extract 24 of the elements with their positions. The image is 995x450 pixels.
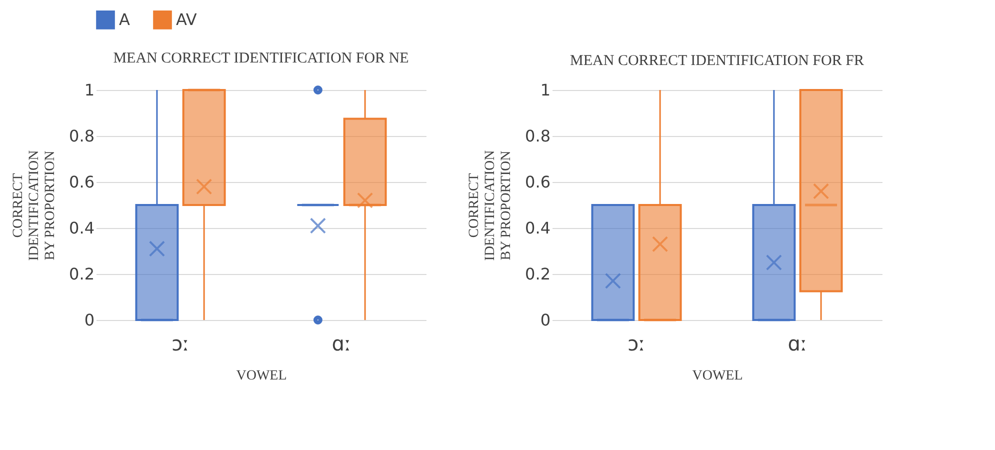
legend-label: A — [119, 10, 130, 29]
chart-title: MEAN CORRECT IDENTIFICATION FOR NE — [113, 50, 409, 66]
y-axis-title: CORRECT IDENTIFICATION BY PROPORTION — [467, 150, 514, 261]
legend-label: AV — [176, 10, 197, 29]
y-tick-label: 0.2 — [69, 264, 94, 284]
y-tick-label: 0 — [84, 310, 94, 330]
x-tick-label: ɑː — [332, 332, 352, 356]
y-tick-label: 0.8 — [69, 126, 94, 146]
y-tick-label: 1 — [540, 80, 550, 100]
y-tick-label: 1 — [84, 80, 94, 100]
x-tick-label: ɔː — [628, 332, 646, 356]
x-tick-label: ɑː — [788, 332, 808, 356]
y-tick-label: 0.8 — [525, 126, 550, 146]
y-tick-label: 0.6 — [525, 172, 550, 192]
x-tick-label: ɔː — [172, 332, 190, 356]
y-tick-label: 0.4 — [525, 218, 550, 238]
x-axis-title: VOWEL — [236, 368, 287, 384]
x-axis-title: VOWEL — [692, 368, 743, 384]
y-tick-label: 0.4 — [69, 218, 94, 238]
y-axis-title: CORRECT IDENTIFICATION BY PROPORTION — [11, 150, 58, 261]
y-tick-label: 0.2 — [525, 264, 550, 284]
y-tick-label: 0.6 — [69, 172, 94, 192]
y-tick-label: 0 — [540, 310, 550, 330]
chart-title: MEAN CORRECT IDENTIFICATION FOR FR — [570, 53, 864, 69]
